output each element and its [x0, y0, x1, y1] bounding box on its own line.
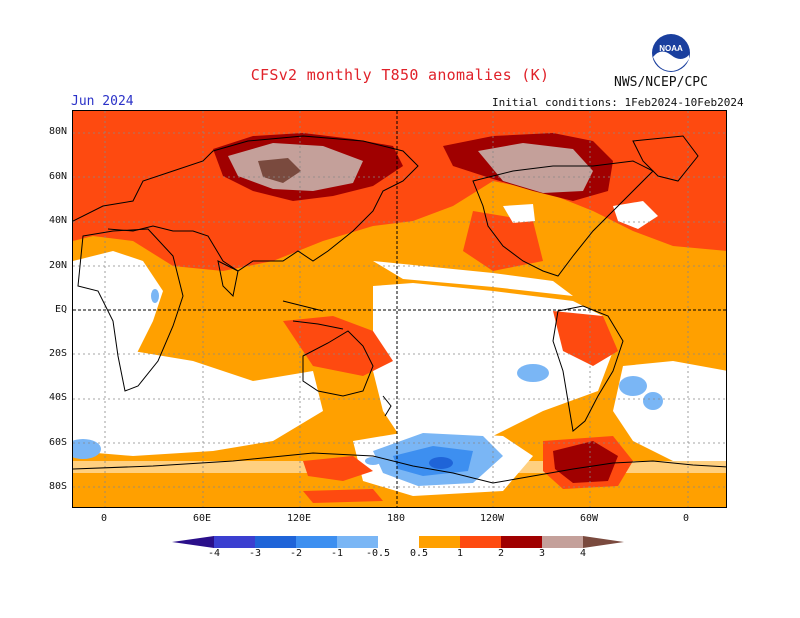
cool-anomaly-region: [73, 439, 101, 459]
lat-label: 40S: [48, 392, 67, 403]
lat-label: 20N: [48, 260, 67, 271]
warm-anomaly-region: [303, 456, 373, 481]
initial-conditions: Initial conditions: 1Feb2024-10Feb2024: [492, 96, 744, 109]
cool-anomaly-region: [365, 457, 381, 465]
lat-label: 60N: [48, 171, 67, 182]
lon-label: 60W: [579, 513, 599, 524]
noaa-logo-text: NOAA: [659, 44, 683, 53]
colorbar-bin: [337, 536, 378, 548]
lon-label: 0: [682, 513, 690, 524]
neutral-region: [373, 261, 573, 296]
colorbar-label: -4: [207, 548, 221, 559]
colorbar-label: 4: [579, 548, 587, 559]
colorbar: [172, 536, 624, 548]
colorbar-label: -1: [330, 548, 344, 559]
noaa-logo: NOAA: [651, 33, 691, 73]
cool-anomaly-region: [151, 289, 159, 303]
lon-label: 120E: [286, 513, 312, 524]
agency-label: NWS/NCEP/CPC: [614, 75, 708, 90]
colorbar-label: -0.5: [365, 548, 391, 559]
chart-title: CFSv2 monthly T850 anomalies (K): [250, 66, 550, 84]
lon-label: 180: [386, 513, 406, 524]
lat-label: 80S: [48, 481, 67, 492]
colorbar-bin: [501, 536, 542, 548]
colorbar-bin: [378, 536, 419, 548]
colorbar-label: -3: [248, 548, 262, 559]
strong-warm-region: [553, 441, 618, 483]
colorbar-bin: [172, 536, 214, 548]
lat-label: EQ: [54, 304, 67, 315]
cool-anomaly-region: [517, 364, 549, 382]
colorbar-label: 0.5: [409, 548, 429, 559]
colorbar-label: 1: [456, 548, 464, 559]
colorbar-bin: [460, 536, 501, 548]
neutral-region: [503, 204, 535, 223]
colorbar-bin: [214, 536, 255, 548]
lat-label: 40N: [48, 215, 67, 226]
warm-anomaly-region: [463, 211, 543, 271]
colorbar-bin: [255, 536, 296, 548]
coastlines: [73, 135, 726, 484]
lon-label: 60E: [192, 513, 212, 524]
warm-anomaly-region: [553, 311, 618, 366]
forecast-month: Jun 2024: [71, 94, 134, 109]
warm-anomaly-region: [303, 489, 383, 503]
cool-anomaly-region: [643, 392, 663, 410]
lon-label: 0: [100, 513, 108, 524]
lat-label: 80N: [48, 126, 67, 137]
colorbar-bin: [583, 536, 624, 548]
neutral-region: [73, 251, 163, 366]
colorbar-bin: [542, 536, 583, 548]
lat-label: 60S: [48, 437, 67, 448]
anomaly-map: [72, 110, 727, 508]
colorbar-bin: [419, 536, 460, 548]
neutral-region: [373, 283, 613, 456]
colorbar-bin: [296, 536, 337, 548]
neutral-region: [73, 351, 323, 456]
cool-anomaly-region: [619, 376, 647, 396]
cool-anomaly-region: [429, 457, 453, 469]
lat-label: 20S: [48, 348, 67, 359]
colorbar-label: -2: [289, 548, 303, 559]
warm-anomaly-region: [283, 316, 393, 376]
colorbar-label: 3: [538, 548, 546, 559]
lon-label: 120W: [479, 513, 505, 524]
colorbar-label: 2: [497, 548, 505, 559]
